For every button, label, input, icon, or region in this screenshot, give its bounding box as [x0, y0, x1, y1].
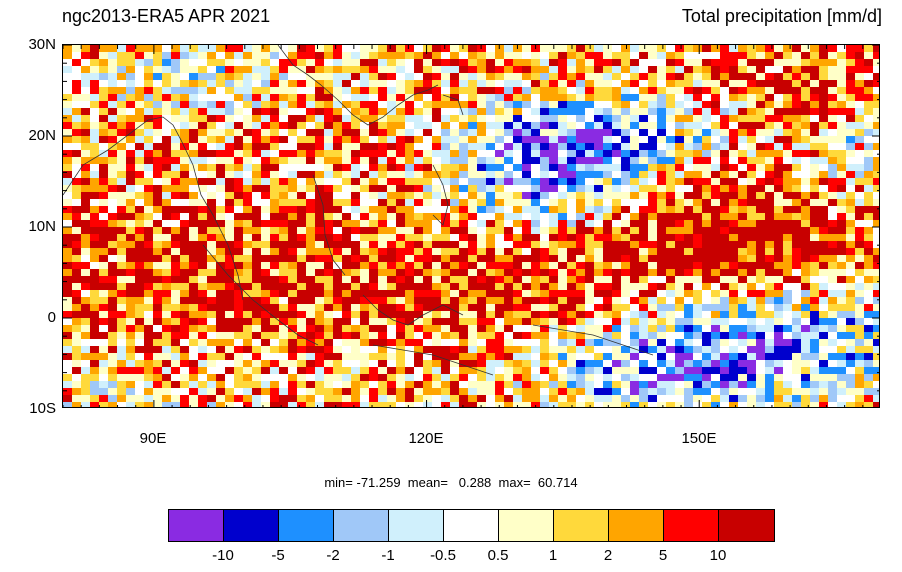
color-legend [168, 509, 775, 542]
axis-ticks [63, 45, 879, 407]
legend-swatch-8 [609, 510, 664, 541]
legend-swatch-2 [279, 510, 334, 541]
legend-swatch-0 [169, 510, 224, 541]
legend-swatch-10 [719, 510, 774, 541]
lat-label-30n: 30N [28, 36, 56, 53]
legend-label: 10 [709, 547, 727, 564]
legend-swatch-9 [664, 510, 719, 541]
lat-label-20n: 20N [28, 127, 56, 144]
legend-label: 5 [658, 547, 668, 564]
legend-label: 0.5 [487, 547, 509, 564]
plot-title-left: ngc2013-ERA5 APR 2021 [62, 6, 271, 26]
legend-swatch-4 [389, 510, 444, 541]
precipitation-field [63, 45, 879, 407]
legend-swatch-7 [554, 510, 609, 541]
legend-label: -0.5 [430, 547, 456, 564]
legend-label: 1 [548, 547, 558, 564]
legend-label: -2 [326, 547, 340, 564]
plot-title-right: Total precipitation [mm/d] [681, 6, 882, 26]
legend-swatch-3 [334, 510, 389, 541]
field-statistics: min= -71.259 mean= 0.288 max= 60.714 [324, 475, 578, 490]
legend-label: -10 [212, 547, 234, 564]
lon-label-90e: 90E [139, 430, 167, 447]
coastlines [63, 45, 654, 376]
legend-swatch-5 [444, 510, 499, 541]
legend-label: 2 [603, 547, 613, 564]
lat-label-eq: 0 [47, 309, 56, 326]
lon-label-120e: 120E [408, 430, 444, 447]
lat-label-10s: 10S [29, 400, 56, 417]
legend-label: -5 [271, 547, 285, 564]
legend-label: -1 [381, 547, 395, 564]
legend-swatch-1 [224, 510, 279, 541]
lon-label-150e: 150E [681, 430, 717, 447]
lat-label-10n: 10N [28, 218, 56, 235]
legend-swatch-6 [499, 510, 554, 541]
precipitation-map [62, 44, 880, 408]
